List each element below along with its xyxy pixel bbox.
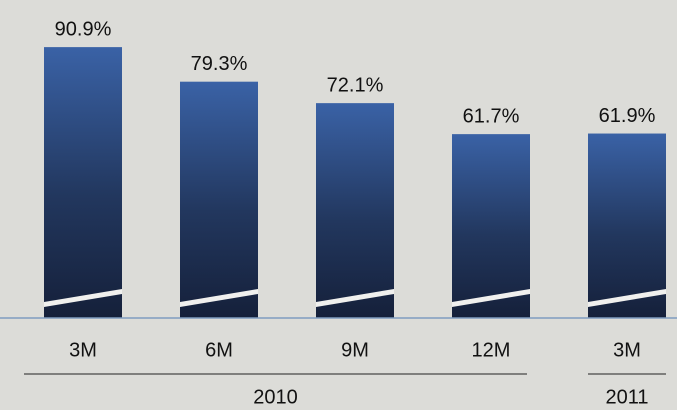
bar xyxy=(452,134,530,318)
axis-break xyxy=(588,289,666,307)
x-tick-label: 6M xyxy=(205,339,233,361)
value-label: 90.9% xyxy=(55,18,112,40)
value-label: 72.1% xyxy=(327,74,384,96)
axis-break xyxy=(44,289,122,307)
bar xyxy=(316,103,394,318)
value-label: 61.9% xyxy=(599,105,656,127)
axis-break xyxy=(316,289,394,307)
bars xyxy=(44,47,666,318)
group-label: 2010 xyxy=(253,386,298,408)
value-label: 79.3% xyxy=(191,53,248,75)
group-label: 2011 xyxy=(605,386,648,408)
x-tick-label: 12M xyxy=(472,339,511,361)
x-tick-label: 3M xyxy=(69,339,97,361)
bar xyxy=(44,47,122,318)
x-tick-label: 9M xyxy=(341,339,369,361)
axis-break xyxy=(180,289,258,307)
value-label: 61.7% xyxy=(463,105,520,127)
x-tick-label: 3M xyxy=(613,339,641,361)
axis-break xyxy=(452,289,530,307)
bar xyxy=(588,133,666,318)
bar xyxy=(180,81,258,318)
